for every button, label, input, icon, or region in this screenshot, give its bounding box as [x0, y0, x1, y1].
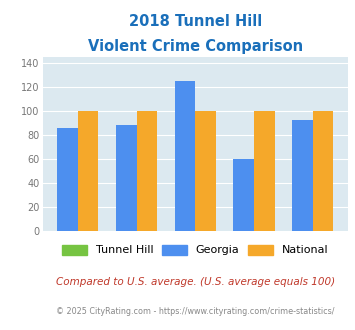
Bar — [175, 81, 195, 231]
Text: 2018 Tunnel Hill: 2018 Tunnel Hill — [129, 14, 262, 29]
Bar — [137, 111, 157, 231]
Bar — [195, 111, 216, 231]
Text: Violent Crime Comparison: Violent Crime Comparison — [88, 39, 303, 54]
Bar — [57, 128, 78, 231]
Bar — [292, 120, 313, 231]
Bar — [254, 111, 274, 231]
Bar — [78, 111, 98, 231]
Bar — [234, 159, 254, 231]
Text: Compared to U.S. average. (U.S. average equals 100): Compared to U.S. average. (U.S. average … — [56, 277, 335, 287]
Bar — [116, 125, 137, 231]
Bar — [313, 111, 333, 231]
Text: © 2025 CityRating.com - https://www.cityrating.com/crime-statistics/: © 2025 CityRating.com - https://www.city… — [56, 307, 334, 316]
Legend: Tunnel Hill, Georgia, National: Tunnel Hill, Georgia, National — [58, 240, 333, 260]
